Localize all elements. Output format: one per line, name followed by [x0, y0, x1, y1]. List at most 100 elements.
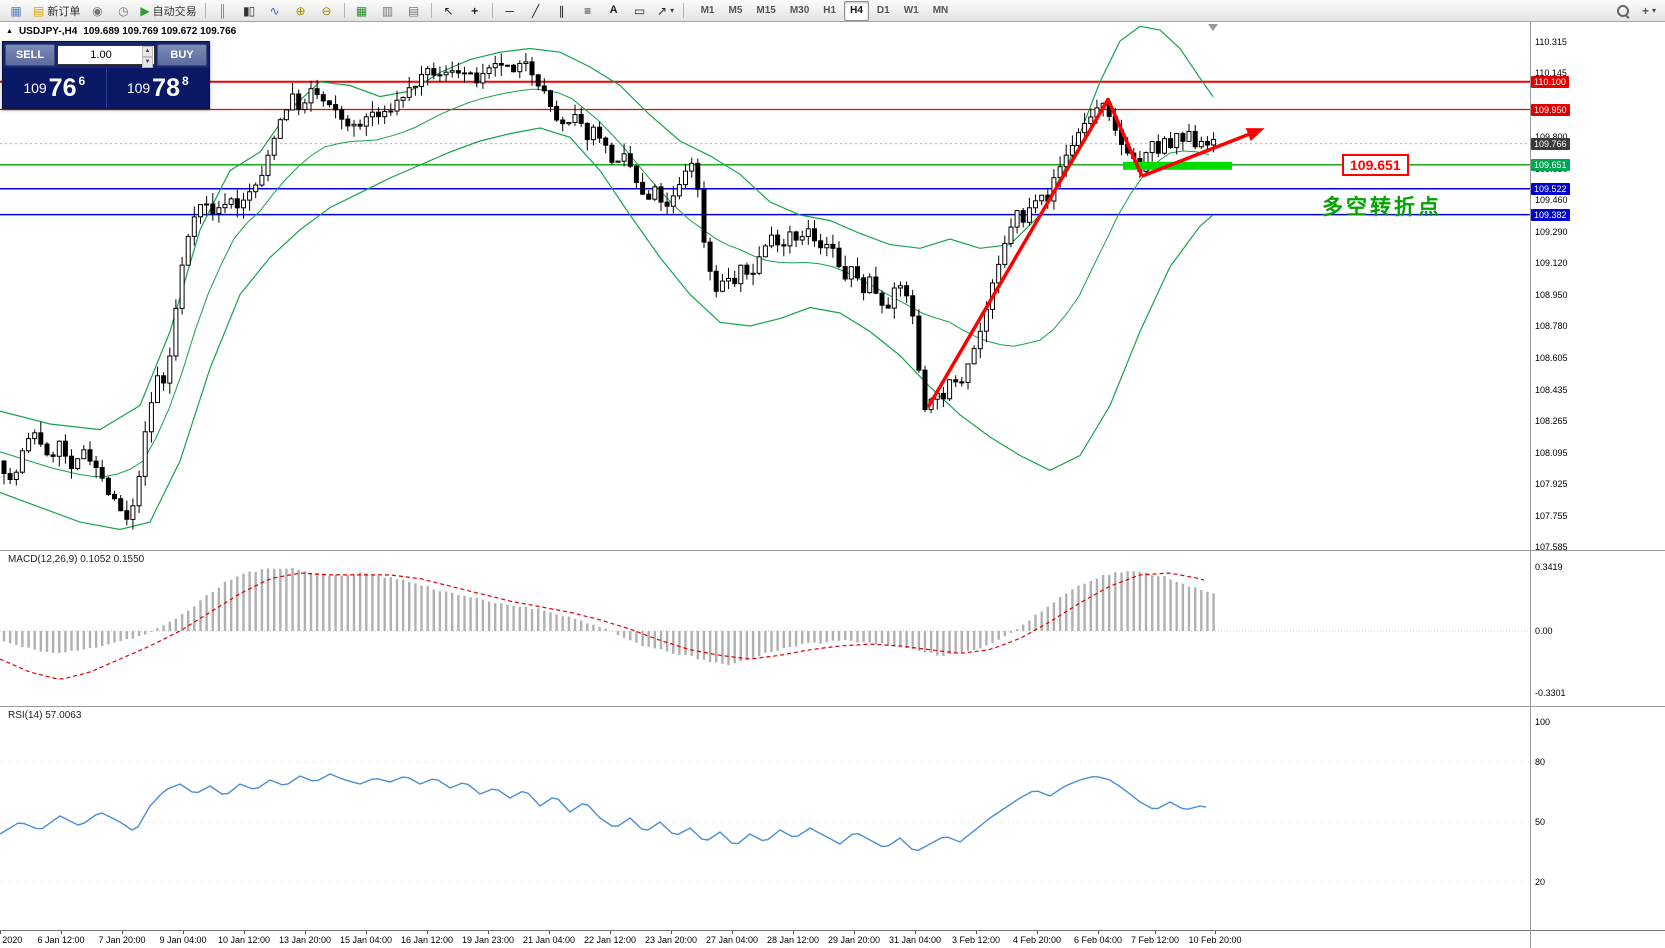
rsi-scale-label: 80: [1535, 757, 1546, 767]
time-tick: [549, 931, 550, 934]
order-widget-prices: 109 76 6 109 78 8: [3, 68, 209, 108]
time-axis[interactable]: 3 Jan 2020 6 Jan 12:00 7 Jan 20:00 9 Jan 04…: [0, 930, 1665, 948]
zoom-out-icon[interactable]: ⊖: [321, 3, 332, 18]
new-order-icon: ▤: [33, 3, 45, 18]
time-tick: [854, 931, 855, 934]
arrows-tool-dropdown[interactable]: ↗ ▾: [657, 3, 675, 18]
time-label: 3 Jan 2020: [0, 935, 23, 945]
horizontal-line-tool-icon[interactable]: ─: [505, 3, 514, 18]
time-label: 10 Jan 12:00: [217, 935, 271, 945]
chevron-down-icon: ▾: [1652, 5, 1657, 15]
volume-down-button[interactable]: ▼: [142, 57, 153, 68]
time-label: 7 Jan 20:00: [98, 935, 146, 945]
chart-window-icon[interactable]: ▦: [10, 3, 22, 18]
rsi-scale-label: 50: [1535, 817, 1546, 827]
time-label: 22 Jan 12:00: [583, 935, 637, 945]
volume-up-button[interactable]: ▲: [142, 46, 153, 57]
auto-trading-button[interactable]: ▶ 自动交易: [136, 1, 200, 21]
time-label: 29 Jan 20:00: [827, 935, 881, 945]
crosshair-tool-icon[interactable]: +: [471, 3, 479, 18]
toolbar-separator: [430, 3, 432, 18]
rsi-scale-label: 20: [1535, 877, 1546, 887]
price-level-badge: 110.100: [1531, 76, 1569, 88]
timeframe-m30-button[interactable]: M30: [789, 4, 810, 16]
price-callout-box[interactable]: 109.651: [1342, 154, 1409, 176]
time-tick: [183, 931, 184, 934]
buy-price-big: 78: [152, 73, 180, 102]
timeframe-h1-button[interactable]: H1: [823, 4, 837, 16]
bar-chart-icon[interactable]: ║: [218, 3, 227, 18]
cursor-tool-icon[interactable]: ↖: [443, 3, 454, 18]
buy-price-sup: 8: [181, 74, 189, 88]
price-tick: 108.950: [1535, 290, 1568, 300]
macd-canvas[interactable]: [0, 551, 1530, 706]
symbol-triangle-icon: ▲: [6, 28, 13, 35]
text-tool-label: A: [609, 4, 618, 16]
play-icon: ▶: [140, 3, 150, 18]
sell-button[interactable]: SELL: [5, 44, 55, 66]
volume-input[interactable]: [58, 48, 154, 62]
fibonacci-tool-icon[interactable]: ≡: [584, 3, 592, 18]
time-tick: [732, 931, 733, 934]
tile-windows-icon[interactable]: ▦: [355, 3, 368, 18]
time-tick: [305, 931, 306, 934]
indicators-icon[interactable]: ▥: [381, 3, 394, 18]
rsi-scale-label: 100: [1535, 717, 1551, 727]
price-tick: 108.095: [1535, 448, 1568, 458]
time-label: 15 Jan 04:00: [339, 935, 393, 945]
time-tick: [61, 931, 62, 934]
timeframe-d1-button[interactable]: D1: [876, 4, 890, 16]
sell-price[interactable]: 109 76 6: [3, 68, 107, 108]
time-label: 9 Jan 04:00: [159, 935, 207, 945]
channel-tool-icon[interactable]: ∥: [558, 3, 565, 18]
price-tick: 108.265: [1535, 416, 1568, 426]
timeframe-m15-button[interactable]: M15: [756, 4, 776, 16]
price-tick: 109.290: [1535, 227, 1568, 237]
price-tick: 108.435: [1535, 385, 1568, 395]
toolbar-separator: [682, 3, 684, 18]
history-icon[interactable]: ◷: [118, 3, 129, 18]
time-tick: [1037, 931, 1038, 934]
text-tool-icon[interactable]: A: [601, 1, 627, 21]
rsi-canvas[interactable]: [0, 707, 1530, 930]
turning-point-note[interactable]: 多空转折点: [1322, 196, 1442, 219]
toolbar: ▦ ▤ 新订单 ◉ ◷ ▶ 自动交易 ║ ▮▯ ∿ ⊕ ⊖ ▦ ▥ ▤ ↖ + …: [0, 0, 1665, 22]
price-tick: 110.315: [1535, 37, 1567, 47]
scroll-chart-icon[interactable]: + ▾: [1641, 3, 1657, 18]
macd-panel[interactable]: MACD(12,26,9) 0.1052 0.1550 0.3419 0.00 -0…: [0, 550, 1665, 706]
line-chart-icon[interactable]: ∿: [269, 3, 280, 18]
new-order-button[interactable]: ▤ 新订单: [29, 1, 84, 21]
trendline-tool-icon[interactable]: ╱: [531, 3, 540, 18]
volume-spinner: ▲ ▼: [142, 46, 153, 68]
price-tick: 109.460: [1535, 195, 1568, 205]
buy-price[interactable]: 109 78 8: [107, 68, 210, 108]
market-watch-icon[interactable]: ◉: [92, 3, 103, 18]
price-level-badge: 109.382: [1531, 209, 1570, 221]
time-tick: [976, 931, 977, 934]
price-level-badge: 109.651: [1531, 159, 1570, 171]
search-icon[interactable]: [1610, 1, 1636, 21]
timeframe-m5-button[interactable]: M5: [728, 4, 743, 16]
buy-button[interactable]: BUY: [157, 44, 207, 66]
candlestick-chart-icon[interactable]: ▮▯: [242, 3, 255, 18]
chart-window[interactable]: ▲ USDJPY-,H4 109.689 109.769 109.672 109…: [0, 22, 1665, 948]
label-tool-icon[interactable]: ▭: [633, 3, 646, 18]
toolbar-separator: [343, 3, 345, 18]
zoom-in-icon[interactable]: ⊕: [295, 3, 306, 18]
timeframe-w1-button[interactable]: W1: [903, 4, 919, 16]
templates-icon[interactable]: ▤: [407, 3, 420, 18]
price-axis[interactable]: 110.315110.145109.800109.630109.460109.2…: [1531, 22, 1601, 552]
time-tick: [366, 931, 367, 934]
rsi-panel[interactable]: RSI(14) 57.0063 100 80 50 20: [0, 706, 1665, 930]
sell-price-prefix: 109: [23, 80, 47, 96]
chart-ohlc-header: ▲ USDJPY-,H4 109.689 109.769 109.672 109…: [6, 26, 236, 37]
time-tick: [427, 931, 428, 934]
sell-price-big: 76: [48, 73, 77, 102]
macd-scale-label: 0.3419: [1535, 562, 1563, 572]
main-chart-canvas[interactable]: [0, 22, 1530, 550]
one-click-trading-widget: SELL ▲ ▼ BUY 109 76 6 109 78 8: [2, 41, 210, 109]
macd-label: MACD(12,26,9) 0.1052 0.1550: [8, 554, 145, 565]
timeframe-m1-button[interactable]: M1: [700, 4, 715, 16]
timeframe-h4-button[interactable]: H4: [844, 0, 869, 21]
timeframe-mn-button[interactable]: MN: [932, 4, 949, 16]
